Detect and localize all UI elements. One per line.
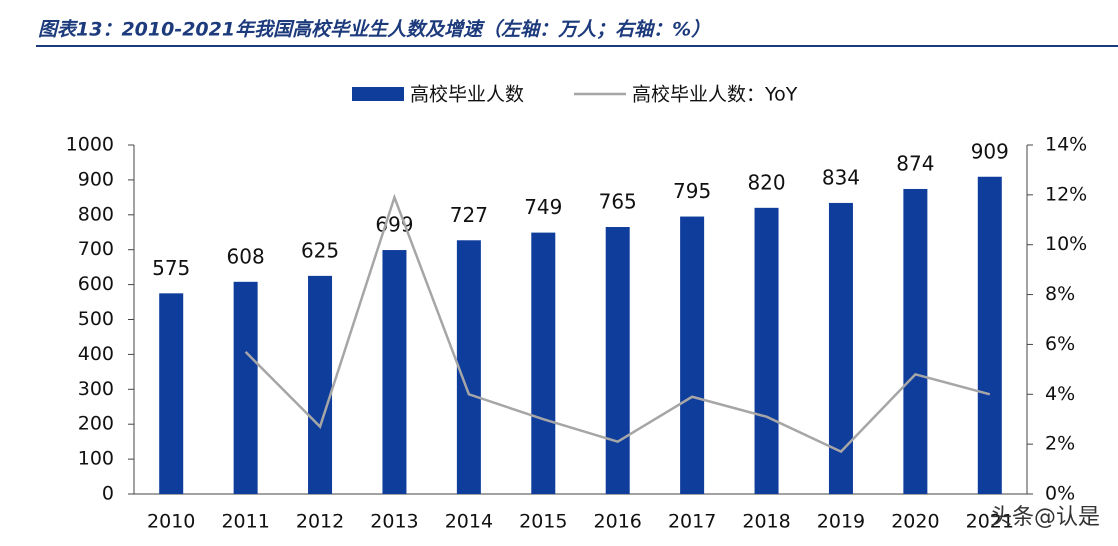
bar: [531, 232, 556, 494]
y2-tick-label: 2%: [1045, 433, 1075, 455]
line: [244, 193, 991, 454]
y-tick-label: 600: [78, 273, 114, 295]
y-tick-label: 0: [102, 483, 114, 505]
value-label: 625: [301, 238, 339, 262]
bar: [903, 188, 928, 494]
legend-label: 高校毕业人数：YoY: [632, 84, 798, 106]
bar: [754, 207, 779, 494]
x-tick-label: 2018: [742, 511, 790, 533]
y2-tick-label: 8%: [1045, 283, 1075, 305]
bar: [233, 281, 258, 494]
watermark: 头条@认是: [990, 505, 1100, 530]
bar: [159, 293, 184, 494]
value-label: 727: [450, 203, 488, 227]
x-tick-label: 2012: [296, 511, 344, 533]
value-label: 749: [524, 195, 562, 219]
bar: [828, 202, 853, 494]
value-label: 795: [673, 179, 711, 203]
x-tick-label: 2021: [966, 511, 1014, 533]
bar: [382, 250, 407, 494]
value-label: 874: [896, 151, 934, 175]
chart-title: 图表13：2010-2021年我国高校毕业生人数及增速（左轴：万人；右轴：%）: [38, 19, 710, 41]
x-tick-label: 2016: [594, 511, 642, 533]
y-tick-label: 900: [78, 168, 114, 190]
value-label: 765: [599, 190, 637, 214]
legend-label: 高校毕业人数: [410, 84, 524, 106]
value-label: 834: [822, 165, 860, 189]
y-tick-label: 100: [78, 448, 114, 470]
y2-tick-label: 10%: [1045, 233, 1087, 255]
value-label: 608: [227, 244, 265, 268]
value-label: 820: [747, 170, 785, 194]
y-tick-label: 300: [78, 378, 114, 400]
x-tick-label: 2015: [519, 511, 567, 533]
y-tick-label: 200: [78, 413, 114, 435]
y-tick-label: 800: [78, 203, 114, 225]
bar: [308, 275, 333, 494]
x-tick-label: 2017: [668, 511, 716, 533]
value-label: 575: [152, 256, 190, 280]
y-tick-label: 1000: [66, 134, 114, 156]
bar: [977, 176, 1002, 494]
legend-swatch: [352, 87, 404, 101]
bar: [605, 227, 630, 494]
x-tick-label: 2020: [891, 511, 939, 533]
x-tick-label: 2014: [445, 511, 493, 533]
y-tick-label: 700: [78, 238, 114, 260]
bar: [680, 216, 705, 495]
x-tick-label: 2013: [370, 511, 418, 533]
bar: [456, 240, 481, 494]
y-tick-label: 400: [78, 343, 114, 365]
y2-tick-label: 0%: [1045, 483, 1075, 505]
y2-tick-label: 12%: [1045, 183, 1087, 205]
x-tick-label: 2019: [817, 511, 865, 533]
y2-tick-label: 4%: [1045, 383, 1075, 405]
y-tick-label: 500: [78, 308, 114, 330]
x-tick-label: 2011: [221, 511, 269, 533]
y2-tick-label: 14%: [1045, 134, 1087, 156]
x-tick-label: 2010: [147, 511, 195, 533]
value-label: 909: [971, 139, 1009, 163]
y2-tick-label: 6%: [1045, 333, 1075, 355]
